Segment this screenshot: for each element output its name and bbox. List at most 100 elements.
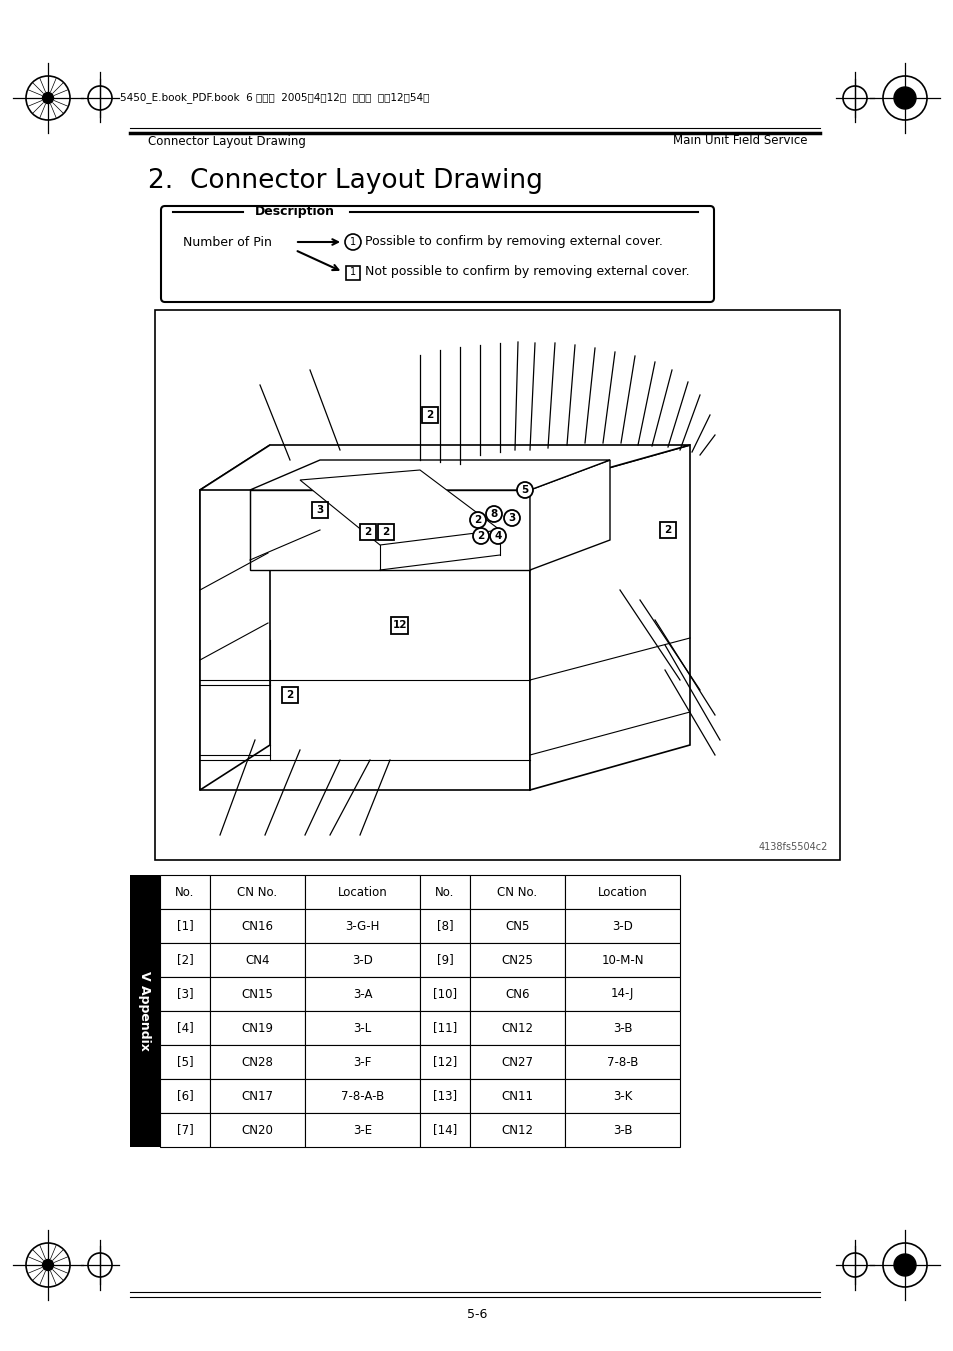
Text: 5450_E.book_PDF.book  6 ページ  2005年4月12日  火曜日  午後12時54分: 5450_E.book_PDF.book 6 ページ 2005年4月12日 火曜… [120, 93, 429, 104]
Bar [421, 407, 437, 423]
Bar [305, 943, 419, 977]
Text: 3-D: 3-D [612, 920, 632, 932]
Bar [470, 977, 564, 1011]
Text: 3: 3 [508, 513, 515, 523]
Text: 4138fs5504c2: 4138fs5504c2 [758, 842, 827, 852]
Bar [160, 943, 210, 977]
Circle shape [893, 1254, 915, 1275]
Bar [564, 943, 679, 977]
Text: 3-B: 3-B [612, 1124, 632, 1136]
Text: CN12: CN12 [501, 1124, 533, 1136]
Bar [312, 503, 328, 517]
Text: Location: Location [337, 885, 387, 898]
Bar [564, 1046, 679, 1079]
Bar [210, 1011, 305, 1046]
Bar [419, 977, 470, 1011]
Text: CN27: CN27 [501, 1055, 533, 1069]
Bar [210, 977, 305, 1011]
Bar [470, 1011, 564, 1046]
Polygon shape [200, 444, 270, 790]
FancyBboxPatch shape [346, 266, 359, 280]
Bar [305, 1046, 419, 1079]
FancyBboxPatch shape [161, 205, 713, 303]
Text: Connector Layout Drawing: Connector Layout Drawing [148, 135, 306, 147]
Text: [9]: [9] [436, 954, 453, 966]
Text: Number of Pin: Number of Pin [183, 235, 272, 249]
Bar [377, 524, 394, 540]
Bar [160, 977, 210, 1011]
Text: [5]: [5] [176, 1055, 193, 1069]
Text: No.: No. [175, 885, 194, 898]
Bar [391, 616, 408, 634]
Bar [282, 688, 297, 703]
Polygon shape [200, 444, 689, 490]
Text: [4]: [4] [176, 1021, 193, 1035]
Text: CN No.: CN No. [497, 885, 537, 898]
Bar [564, 1079, 679, 1113]
Text: CN16: CN16 [241, 920, 274, 932]
Text: 3-A: 3-A [353, 988, 372, 1001]
Text: Location: Location [597, 885, 647, 898]
Text: Main Unit Field Service: Main Unit Field Service [673, 135, 807, 147]
Text: 5: 5 [521, 485, 528, 494]
Text: 8: 8 [490, 509, 497, 519]
Polygon shape [530, 444, 689, 790]
Polygon shape [250, 490, 530, 570]
Text: CN11: CN11 [501, 1089, 533, 1102]
Circle shape [893, 86, 915, 109]
Bar [419, 943, 470, 977]
Bar [305, 1079, 419, 1113]
Bar [160, 909, 210, 943]
Polygon shape [530, 459, 609, 570]
Text: 2: 2 [426, 409, 434, 420]
Text: [6]: [6] [176, 1089, 193, 1102]
Text: [1]: [1] [176, 920, 193, 932]
Text: 10-M-N: 10-M-N [600, 954, 643, 966]
Bar [470, 1046, 564, 1079]
Circle shape [490, 528, 505, 544]
Text: [10]: [10] [433, 988, 456, 1001]
Text: [13]: [13] [433, 1089, 456, 1102]
Bar [419, 1113, 470, 1147]
Text: CN6: CN6 [505, 988, 529, 1001]
Bar [305, 1011, 419, 1046]
Bar [305, 909, 419, 943]
Bar [305, 875, 419, 909]
Bar [470, 875, 564, 909]
Text: CN20: CN20 [241, 1124, 274, 1136]
Bar [419, 1011, 470, 1046]
Bar [210, 909, 305, 943]
Bar [419, 875, 470, 909]
Bar [564, 909, 679, 943]
Bar [210, 943, 305, 977]
Text: 3-B: 3-B [612, 1021, 632, 1035]
Text: 2: 2 [474, 515, 481, 526]
Circle shape [43, 92, 53, 104]
Bar [130, 875, 160, 1147]
Bar [470, 1113, 564, 1147]
Circle shape [473, 528, 489, 544]
Circle shape [485, 507, 501, 521]
Text: 3-F: 3-F [353, 1055, 372, 1069]
Text: 3: 3 [316, 505, 323, 515]
Text: CN19: CN19 [241, 1021, 274, 1035]
Text: 2: 2 [663, 526, 671, 535]
Bar [470, 909, 564, 943]
Circle shape [43, 1259, 53, 1270]
Text: 3-E: 3-E [353, 1124, 372, 1136]
Text: [14]: [14] [433, 1124, 456, 1136]
Text: 2: 2 [476, 531, 484, 540]
Circle shape [503, 509, 519, 526]
Text: CN4: CN4 [245, 954, 270, 966]
Text: [12]: [12] [433, 1055, 456, 1069]
Text: V Appendix: V Appendix [138, 971, 152, 1051]
Text: 12: 12 [393, 620, 407, 630]
Polygon shape [200, 490, 530, 790]
Bar [160, 1113, 210, 1147]
Bar [564, 875, 679, 909]
Text: 3-L: 3-L [353, 1021, 372, 1035]
Polygon shape [250, 459, 609, 490]
Text: CN12: CN12 [501, 1021, 533, 1035]
Bar [419, 1046, 470, 1079]
Text: [7]: [7] [176, 1124, 193, 1136]
